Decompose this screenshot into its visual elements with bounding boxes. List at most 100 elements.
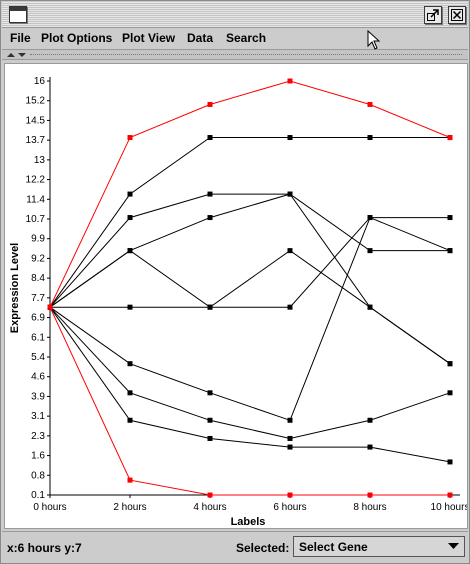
x-tick-label: 2 hours (113, 502, 146, 513)
data-point (127, 477, 133, 483)
series-line (49, 306, 451, 463)
series-line (50, 217, 450, 308)
data-point (447, 492, 453, 498)
y-tick-label: 13.7 (26, 135, 46, 146)
data-point (207, 435, 213, 441)
data-point (207, 135, 213, 141)
data-point (367, 444, 373, 450)
y-tick-label: 10.7 (26, 214, 46, 225)
x-tick-label: 6 hours (273, 502, 306, 513)
y-tick-label: 9.9 (31, 234, 45, 245)
data-point (207, 101, 213, 107)
gene-select-dropdown[interactable]: Select Gene (293, 536, 465, 557)
y-tick-label: 2.3 (31, 431, 45, 442)
y-tick-label: 5.4 (31, 352, 45, 363)
x-tick-label: 0 hours (33, 502, 66, 513)
data-point (447, 459, 453, 465)
close-icon (451, 9, 463, 21)
data-point (287, 135, 293, 141)
data-point (287, 435, 293, 441)
x-tick-label: 8 hours (353, 502, 386, 513)
chevron-down-icon (448, 543, 459, 549)
data-point (207, 492, 213, 498)
data-point (207, 417, 213, 423)
data-point (287, 248, 293, 254)
y-axis-label: Expression Level (9, 243, 21, 334)
data-point (287, 191, 293, 197)
y-tick-label: 6.1 (31, 332, 45, 343)
data-point (207, 191, 213, 197)
data-point (207, 215, 213, 221)
y-tick-label: 0.8 (31, 470, 45, 481)
plot-panel[interactable]: 16 15.2 14.5 13.7 13 12.2 11.4 10.7 9.9 9.2 8.4 7.7… (4, 63, 468, 529)
x-tick-label: 4 hours (193, 502, 226, 513)
series-line (49, 137, 450, 308)
y-tick-label: 6.9 (31, 313, 45, 324)
title-bar[interactable] (2, 2, 468, 28)
data-point (447, 248, 453, 254)
window-icon (9, 6, 27, 23)
y-tick-label: 8.4 (31, 273, 45, 284)
coordinate-readout: x:6 hours y:7 (7, 541, 82, 555)
menu-plot-view[interactable]: Plot View (122, 31, 176, 45)
series-line (49, 306, 450, 496)
data-point (127, 361, 133, 367)
y-tick-label: 9.2 (31, 253, 45, 264)
mouse-pointer-icon (367, 30, 381, 50)
y-tick-label: 1.6 (31, 451, 45, 462)
close-button[interactable] (448, 6, 466, 24)
split-pane-divider[interactable] (2, 49, 468, 60)
series-line (49, 216, 451, 421)
y-tick-label: 14.5 (26, 115, 46, 126)
menu-data[interactable]: Data (187, 31, 214, 45)
data-point (367, 215, 373, 221)
data-point (207, 390, 213, 396)
data-point (287, 78, 293, 84)
data-point (367, 248, 373, 254)
menu-search[interactable]: Search (226, 31, 267, 45)
data-point (287, 444, 293, 450)
series-line (49, 80, 451, 308)
series-line (49, 193, 450, 308)
y-tick-label: 12.2 (26, 175, 46, 186)
series-line (49, 306, 451, 440)
selected-label: Selected: (236, 541, 290, 555)
series-line (49, 249, 451, 365)
data-point (47, 304, 53, 310)
data-point (127, 191, 133, 197)
data-point (127, 215, 133, 221)
menu-file[interactable]: File (10, 31, 31, 45)
y-tick-label: 0.1 (31, 490, 45, 501)
y-tick-label: 3.9 (31, 391, 45, 402)
menu-bar: File Plot Options Plot View Data Search (2, 28, 468, 48)
data-point (207, 304, 213, 310)
expression-chart[interactable]: 16 15.2 14.5 13.7 13 12.2 11.4 10.7 9.9 9.2 8.4 7.7… (5, 64, 467, 528)
data-point (447, 390, 453, 396)
y-tick-label: 15.2 (26, 96, 46, 107)
gene-select-value: Select Gene (299, 540, 368, 554)
collapse-arrows-icon[interactable] (4, 50, 28, 59)
x-axis-label: Labels (231, 516, 266, 528)
data-point (367, 492, 373, 498)
data-point (127, 248, 133, 254)
data-point (287, 304, 293, 310)
y-tick-label: 3.1 (31, 411, 45, 422)
data-point (127, 304, 133, 310)
data-point (127, 135, 133, 141)
menu-plot-options[interactable]: Plot Options (41, 31, 113, 45)
y-tick-label: 13 (34, 155, 46, 166)
y-tick-label: 11.4 (26, 194, 45, 205)
splitter-grip (30, 54, 462, 55)
data-point (367, 101, 373, 107)
data-point (447, 135, 453, 141)
data-point (367, 135, 373, 141)
data-point (127, 390, 133, 396)
data-point (127, 417, 133, 423)
maximize-button[interactable] (424, 6, 442, 24)
y-tick-label: 4.6 (31, 372, 45, 383)
data-point (287, 417, 293, 423)
maximize-icon (427, 9, 439, 21)
data-point (367, 417, 373, 423)
data-point (447, 215, 453, 221)
